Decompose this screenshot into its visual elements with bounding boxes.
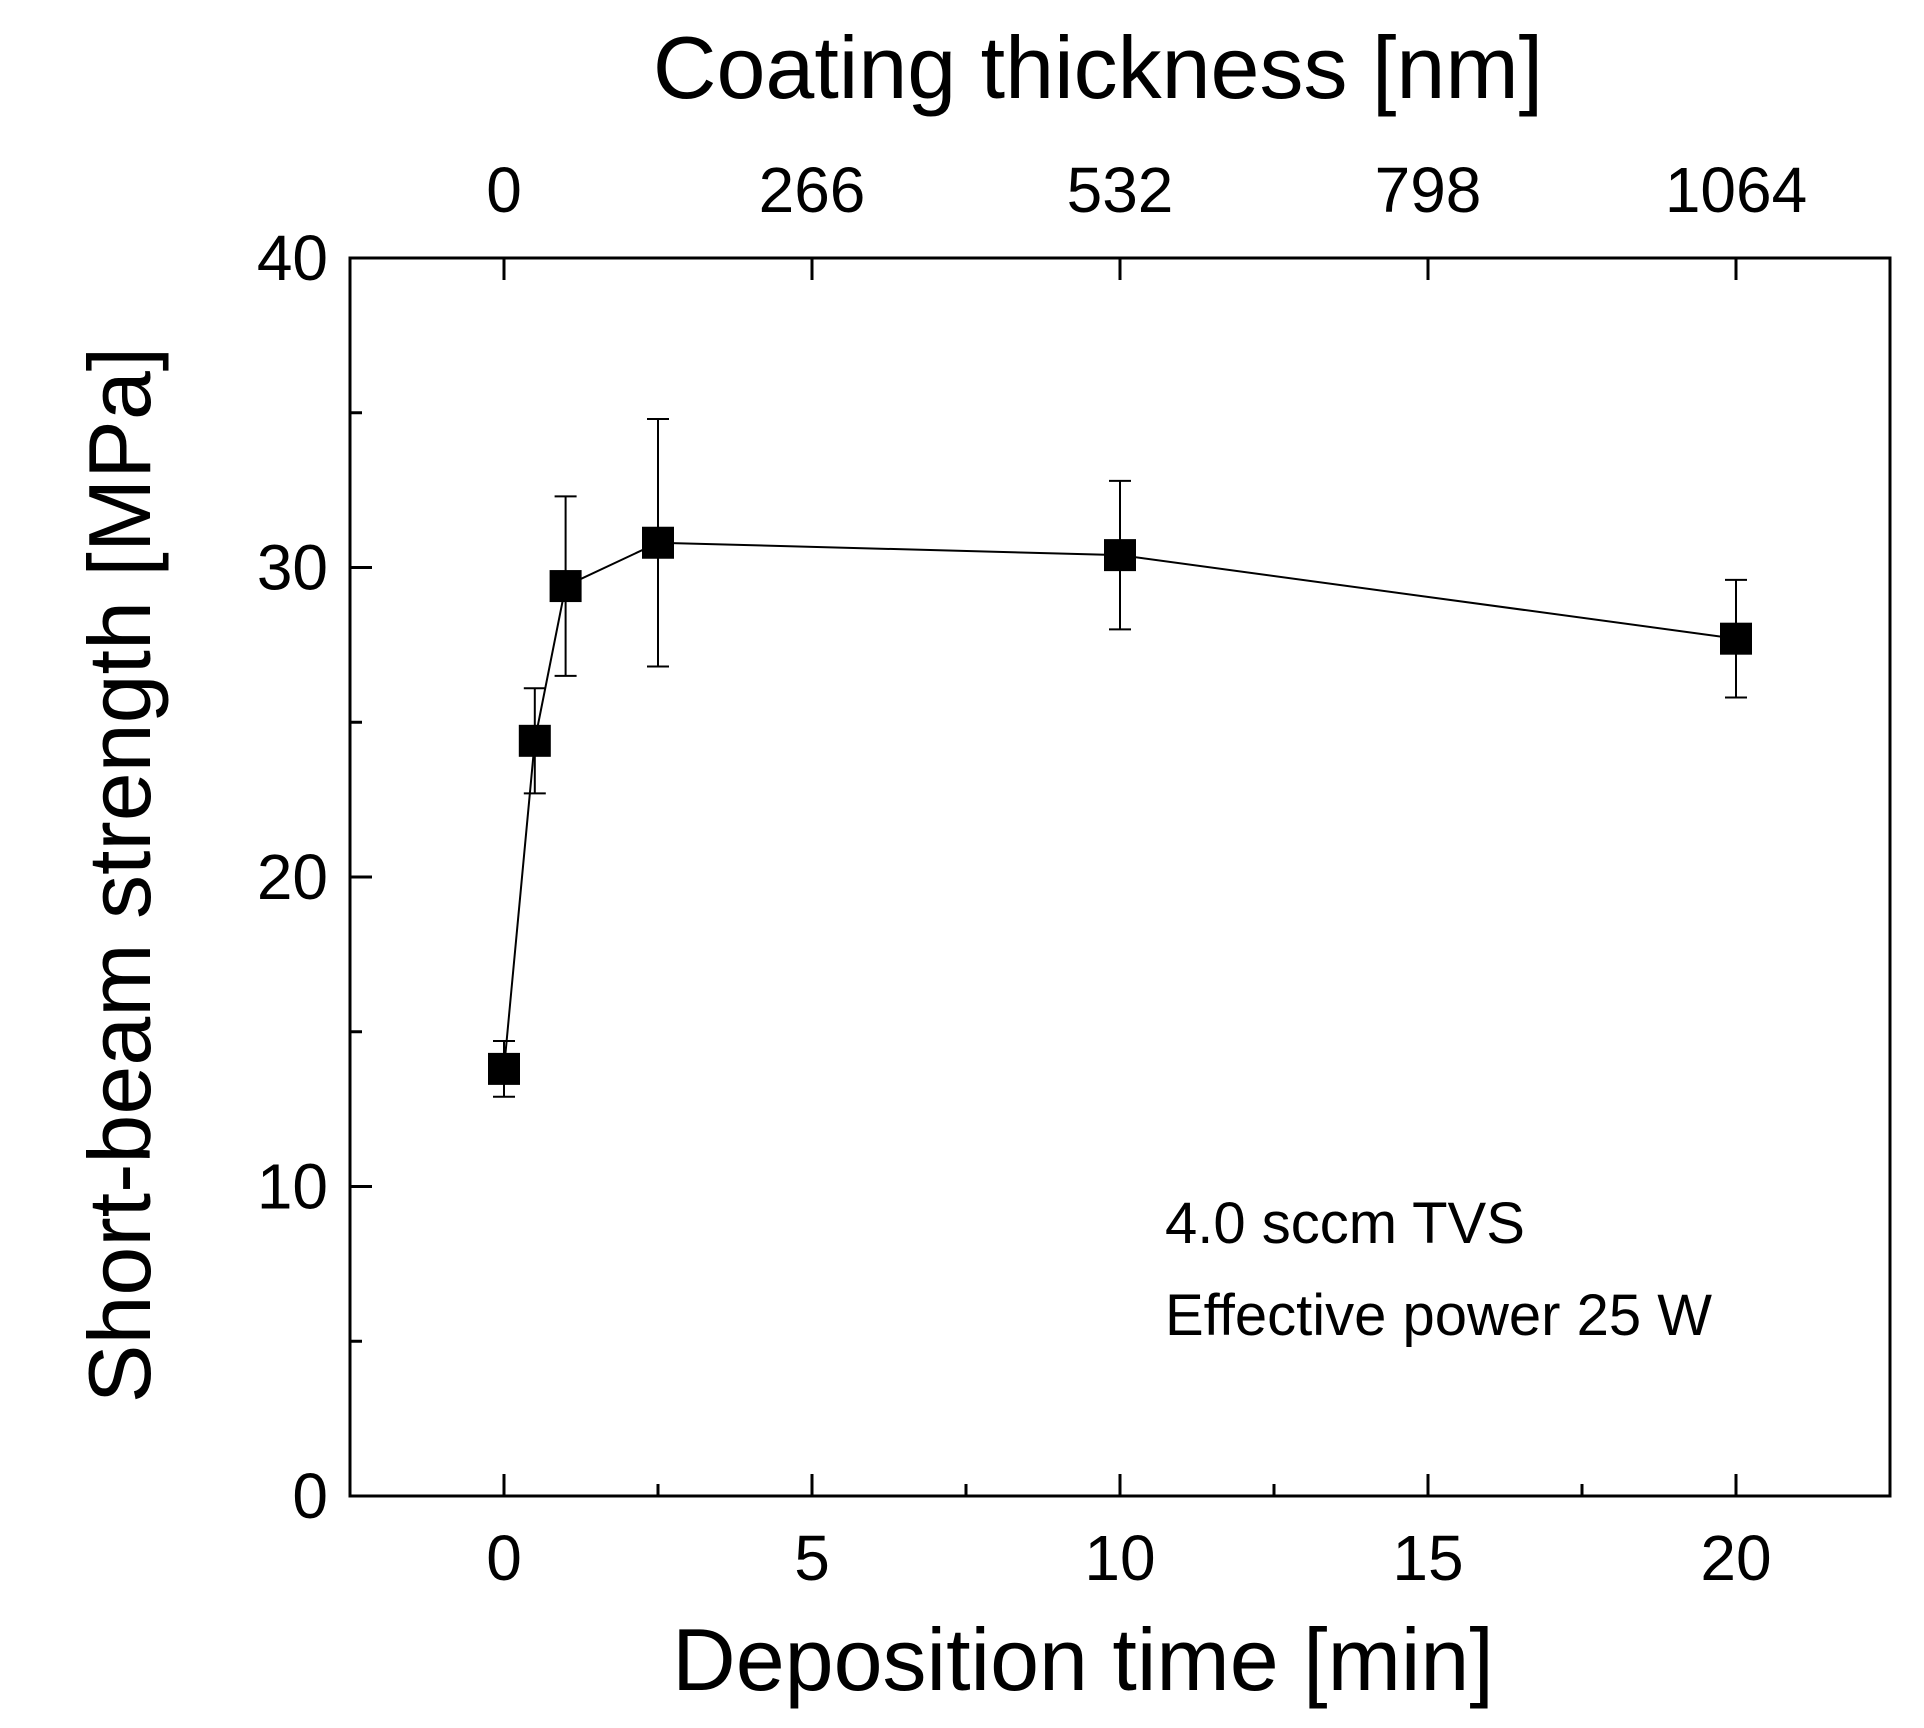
x-tick-label: 10 xyxy=(1084,1522,1155,1594)
y-tick-label: 0 xyxy=(292,1460,328,1532)
y-tick-label: 30 xyxy=(257,532,328,604)
y-tick-label: 40 xyxy=(257,222,328,294)
data-point xyxy=(642,526,674,559)
error-bars xyxy=(493,417,1747,1098)
data-point xyxy=(488,1052,520,1085)
data-point xyxy=(549,570,582,603)
y-tick-label: 10 xyxy=(257,1151,328,1223)
ticks xyxy=(350,256,1738,1498)
series-line xyxy=(503,541,1737,1069)
x2-tick-label: 0 xyxy=(486,154,522,226)
x2-tick-label: 266 xyxy=(759,154,866,226)
y-axis-title: Short-beam strength [MPa] xyxy=(70,347,169,1403)
annotation-power: Effective power 25 W xyxy=(1165,1283,1712,1348)
x2-tick-label: 532 xyxy=(1067,154,1174,226)
x2-tick-label: 1064 xyxy=(1665,154,1807,226)
x-tick-label: 15 xyxy=(1392,1522,1463,1594)
x-tick-label: 5 xyxy=(794,1522,830,1594)
series-line-path xyxy=(503,541,1737,1069)
data-point xyxy=(1104,539,1136,572)
data-point xyxy=(518,724,551,757)
bottom-axis-title: Deposition time [min] xyxy=(672,1610,1494,1709)
data-point xyxy=(1720,622,1752,655)
annotation-gas-flow: 4.0 sccm TVS xyxy=(1165,1191,1525,1256)
tick-labels: 0 5 10 15 20 0 266 532 798 1064 0 10 20 30 40 xyxy=(257,154,1807,1594)
y-tick-label: 20 xyxy=(257,841,328,913)
x-tick-label: 20 xyxy=(1700,1522,1771,1594)
x-tick-label: 0 xyxy=(486,1522,522,1594)
x2-tick-label: 798 xyxy=(1375,154,1482,226)
top-axis-title: Coating thickness [nm] xyxy=(653,18,1543,117)
markers xyxy=(488,526,1752,1085)
